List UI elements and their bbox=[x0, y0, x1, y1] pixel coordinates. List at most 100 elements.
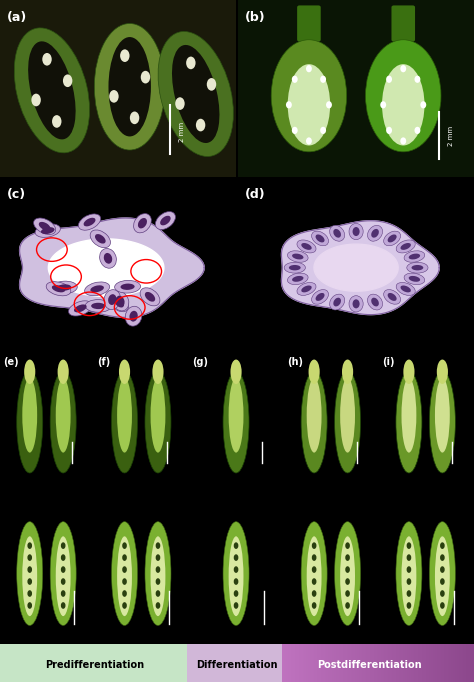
Ellipse shape bbox=[414, 76, 420, 83]
Ellipse shape bbox=[78, 214, 100, 231]
Ellipse shape bbox=[196, 119, 205, 132]
Circle shape bbox=[122, 602, 127, 609]
Ellipse shape bbox=[85, 282, 109, 296]
Ellipse shape bbox=[335, 522, 361, 625]
Ellipse shape bbox=[145, 522, 171, 625]
Ellipse shape bbox=[160, 216, 171, 225]
Circle shape bbox=[27, 578, 32, 585]
Ellipse shape bbox=[50, 522, 76, 625]
Ellipse shape bbox=[401, 286, 411, 293]
Ellipse shape bbox=[158, 31, 233, 156]
Ellipse shape bbox=[340, 378, 355, 453]
Circle shape bbox=[234, 602, 238, 609]
FancyBboxPatch shape bbox=[392, 5, 415, 42]
Ellipse shape bbox=[39, 222, 51, 231]
Ellipse shape bbox=[340, 536, 355, 616]
Ellipse shape bbox=[228, 536, 244, 616]
Ellipse shape bbox=[383, 290, 401, 304]
Ellipse shape bbox=[287, 251, 308, 263]
Ellipse shape bbox=[186, 57, 196, 70]
Circle shape bbox=[407, 578, 411, 585]
Polygon shape bbox=[314, 244, 398, 291]
Circle shape bbox=[122, 542, 127, 549]
Ellipse shape bbox=[311, 231, 328, 246]
Circle shape bbox=[61, 602, 65, 609]
Ellipse shape bbox=[108, 294, 117, 305]
Ellipse shape bbox=[151, 536, 165, 616]
Circle shape bbox=[155, 554, 160, 561]
Ellipse shape bbox=[386, 76, 392, 83]
Ellipse shape bbox=[109, 90, 118, 103]
Circle shape bbox=[345, 578, 350, 585]
Ellipse shape bbox=[223, 371, 249, 473]
Ellipse shape bbox=[34, 218, 55, 235]
Ellipse shape bbox=[297, 282, 316, 295]
Circle shape bbox=[440, 542, 445, 549]
Ellipse shape bbox=[58, 359, 69, 384]
Ellipse shape bbox=[401, 243, 411, 250]
Ellipse shape bbox=[74, 304, 87, 312]
Ellipse shape bbox=[306, 137, 312, 145]
Ellipse shape bbox=[365, 40, 441, 152]
Text: 2 mm: 2 mm bbox=[448, 125, 454, 146]
Ellipse shape bbox=[301, 371, 327, 473]
Ellipse shape bbox=[116, 296, 125, 306]
Ellipse shape bbox=[52, 115, 62, 128]
Ellipse shape bbox=[435, 378, 450, 453]
Ellipse shape bbox=[41, 227, 55, 234]
Text: 2 mm: 2 mm bbox=[179, 122, 185, 142]
Ellipse shape bbox=[420, 101, 426, 108]
Ellipse shape bbox=[153, 359, 164, 384]
Ellipse shape bbox=[301, 522, 327, 625]
Ellipse shape bbox=[380, 101, 386, 108]
Ellipse shape bbox=[367, 294, 383, 310]
Ellipse shape bbox=[111, 371, 137, 473]
Text: Postdifferentiation: Postdifferentiation bbox=[318, 660, 422, 670]
Ellipse shape bbox=[435, 536, 450, 616]
Ellipse shape bbox=[401, 536, 416, 616]
Ellipse shape bbox=[353, 299, 360, 308]
Circle shape bbox=[155, 566, 160, 573]
Ellipse shape bbox=[91, 285, 104, 293]
Text: (d): (d) bbox=[245, 188, 266, 201]
Circle shape bbox=[440, 602, 445, 609]
Circle shape bbox=[61, 554, 65, 561]
Ellipse shape bbox=[409, 254, 420, 259]
Circle shape bbox=[440, 590, 445, 597]
Ellipse shape bbox=[52, 285, 65, 293]
Circle shape bbox=[407, 602, 411, 609]
Circle shape bbox=[312, 554, 317, 561]
Ellipse shape bbox=[104, 253, 112, 264]
Ellipse shape bbox=[109, 37, 151, 136]
Ellipse shape bbox=[17, 371, 43, 473]
Ellipse shape bbox=[134, 213, 151, 233]
Circle shape bbox=[234, 590, 238, 597]
Ellipse shape bbox=[316, 293, 325, 301]
Ellipse shape bbox=[104, 290, 120, 310]
Ellipse shape bbox=[306, 65, 312, 72]
Ellipse shape bbox=[42, 53, 52, 65]
Ellipse shape bbox=[349, 296, 363, 312]
Ellipse shape bbox=[207, 78, 216, 91]
Text: (i): (i) bbox=[382, 357, 394, 367]
Ellipse shape bbox=[382, 64, 425, 145]
Ellipse shape bbox=[401, 378, 416, 453]
Text: Predifferentiation: Predifferentiation bbox=[45, 660, 145, 670]
Circle shape bbox=[122, 578, 127, 585]
Circle shape bbox=[312, 578, 317, 585]
Ellipse shape bbox=[172, 45, 219, 143]
Ellipse shape bbox=[140, 288, 160, 306]
Ellipse shape bbox=[175, 98, 185, 110]
Ellipse shape bbox=[35, 224, 60, 237]
Circle shape bbox=[440, 554, 445, 561]
Ellipse shape bbox=[69, 301, 92, 316]
Ellipse shape bbox=[289, 265, 301, 270]
Text: 100 μm: 100 μm bbox=[184, 338, 208, 343]
Ellipse shape bbox=[437, 359, 448, 384]
Text: Differentiation: Differentiation bbox=[196, 660, 278, 670]
Ellipse shape bbox=[56, 536, 71, 616]
Ellipse shape bbox=[396, 282, 415, 295]
Text: (b): (b) bbox=[245, 11, 266, 24]
Ellipse shape bbox=[320, 127, 326, 134]
Ellipse shape bbox=[271, 40, 346, 152]
